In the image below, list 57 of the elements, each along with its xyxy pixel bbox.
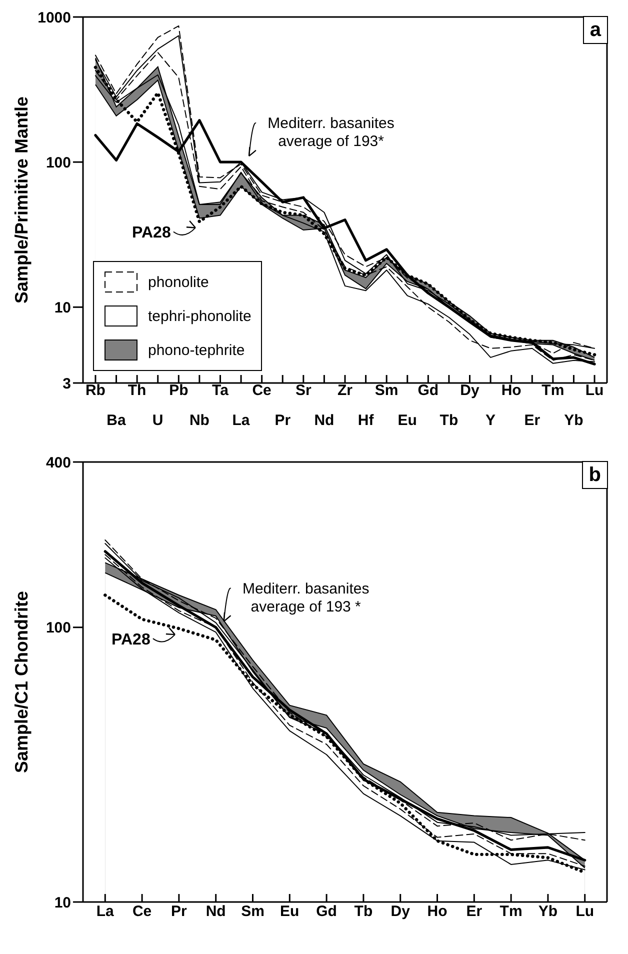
- x-tick-label: Nd: [314, 412, 334, 429]
- x-tick-label: Ce: [252, 382, 272, 399]
- x-tick-label: U: [152, 412, 164, 429]
- x-tick-label: Nd: [206, 903, 226, 920]
- x-tick-label: Ce: [132, 903, 152, 920]
- x-tick-label: Er: [466, 903, 482, 920]
- x-tick-label: Yb: [564, 412, 584, 429]
- x-tick-label: Y: [486, 412, 496, 429]
- x-tick-label: Hf: [358, 412, 375, 429]
- series-label: PA28: [132, 224, 171, 242]
- x-tick-label: Eu: [280, 903, 300, 920]
- y-tick-label: 10: [54, 894, 71, 912]
- x-tick-label: Ho: [501, 382, 522, 399]
- x-tick-label: La: [232, 412, 250, 429]
- y-tick-label: 10: [54, 299, 71, 316]
- x-tick-label: Er: [524, 412, 540, 429]
- legend-label: phonolite: [148, 274, 209, 290]
- x-tick-label: Dy: [390, 903, 411, 920]
- x-tick-label: Ba: [106, 412, 127, 429]
- x-tick-label: Tm: [542, 382, 564, 399]
- x-tick-label: Th: [128, 382, 146, 399]
- x-tick-label: Tb: [440, 412, 458, 429]
- x-tick-label: Pb: [169, 382, 188, 399]
- annotation: a: [582, 16, 608, 44]
- x-tick-label: Pr: [171, 903, 188, 920]
- x-tick-label: Rb: [85, 382, 106, 399]
- y-tick-label: 1000: [38, 9, 71, 26]
- x-tick-label: Nb: [189, 412, 210, 429]
- legend-label: Mediterr. basanites average of 193 *: [242, 580, 370, 616]
- x-tick-label: Ho: [427, 903, 448, 920]
- x-tick-label: Lu: [585, 382, 604, 399]
- x-tick-label: Sr: [295, 382, 312, 399]
- x-tick-label: Dy: [460, 382, 480, 399]
- legend-label: phono-tephrite: [148, 342, 245, 358]
- legend-label: Mediterr. basanites average of 193*: [268, 115, 394, 150]
- x-tick-label: Sm: [241, 903, 264, 920]
- x-tick-label: La: [96, 903, 115, 920]
- annotation: b: [582, 461, 608, 489]
- legend-label: tephri-phonolite: [148, 308, 252, 324]
- x-tick-label: Yb: [538, 903, 558, 920]
- x-tick-label: Zr: [338, 382, 353, 399]
- x-tick-label: Ta: [212, 382, 230, 399]
- y-tick-label: 400: [46, 454, 71, 472]
- y-tick-label: 100: [46, 620, 71, 637]
- x-tick-label: Tm: [500, 903, 522, 920]
- y-tick-label: 3: [62, 375, 71, 392]
- y-axis-title: Sample/C1 Chondrite: [11, 590, 32, 774]
- x-tick-label: Lu: [576, 903, 594, 920]
- x-tick-label: Pr: [274, 412, 291, 429]
- x-tick-label: Tb: [354, 903, 373, 920]
- x-tick-label: Sm: [374, 382, 398, 399]
- series-label: PA28: [112, 632, 150, 649]
- x-tick-label: Eu: [398, 412, 417, 429]
- x-tick-label: Gd: [316, 903, 337, 920]
- x-tick-label: Gd: [418, 382, 439, 399]
- y-tick-label: 100: [46, 154, 71, 172]
- y-axis-title: Sample/Primitive Mantle: [11, 96, 32, 304]
